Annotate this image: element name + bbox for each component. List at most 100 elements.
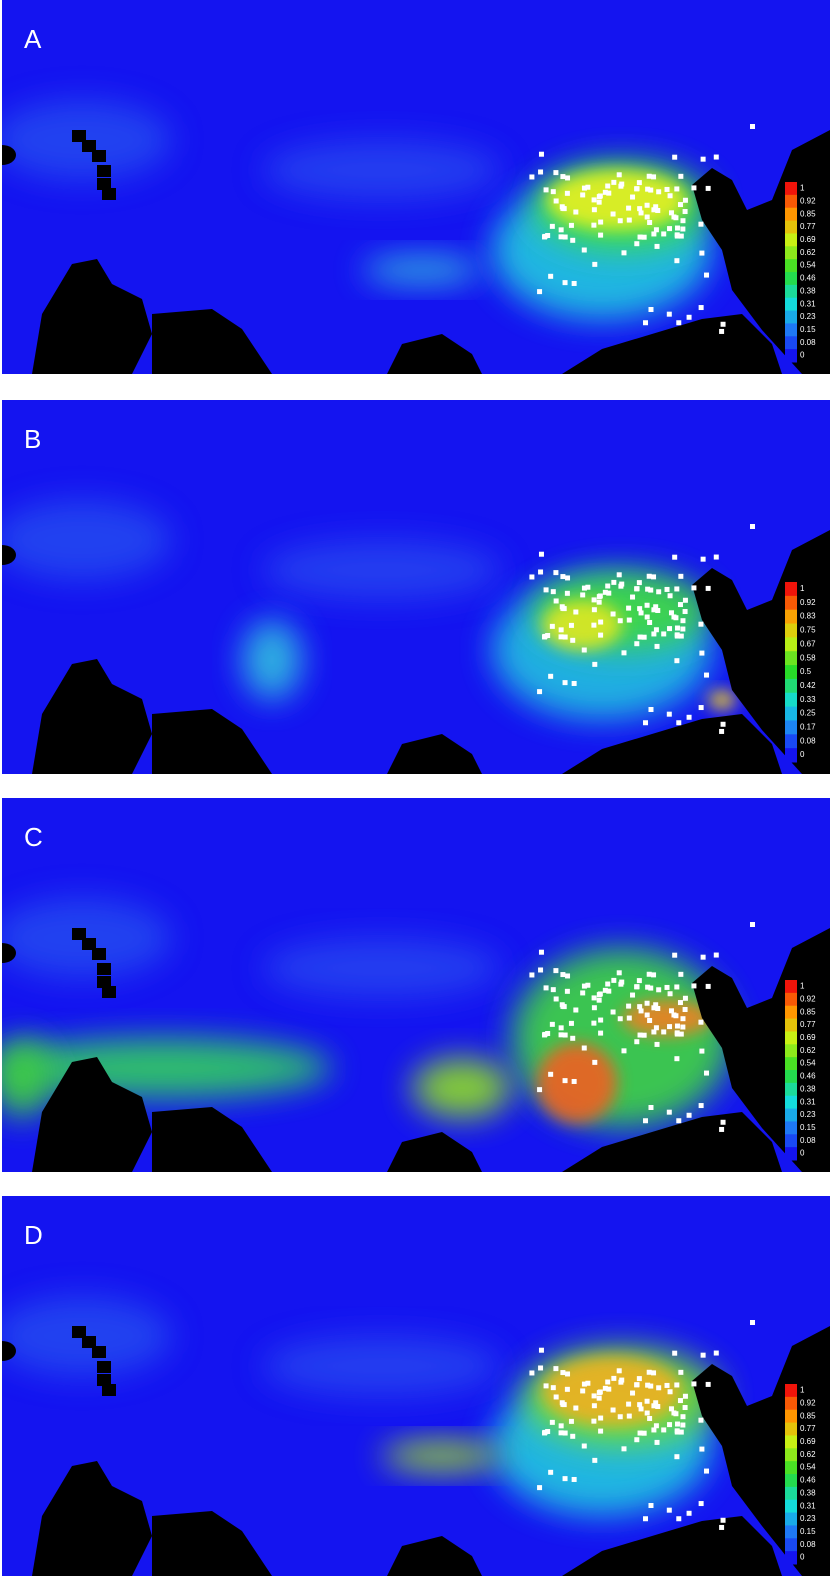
occurrence-point bbox=[637, 978, 642, 983]
occurrence-point bbox=[569, 623, 574, 628]
occurrence-point bbox=[698, 1020, 703, 1025]
legend-label: 0.08 bbox=[800, 338, 816, 347]
occurrence-point bbox=[674, 658, 679, 663]
occurrence-point bbox=[539, 552, 544, 557]
occurrence-point bbox=[656, 189, 661, 194]
occurrence-point bbox=[683, 209, 688, 214]
legend-label: 0.58 bbox=[800, 653, 816, 662]
occurrence-point bbox=[674, 586, 679, 591]
occurrence-point bbox=[537, 1485, 542, 1490]
occurrence-point bbox=[598, 1429, 603, 1434]
suitability-area bbox=[242, 620, 302, 700]
occurrence-point bbox=[537, 289, 542, 294]
occurrence-point bbox=[701, 157, 706, 162]
legend-label: 0.92 bbox=[800, 598, 816, 607]
occurrence-point bbox=[539, 950, 544, 955]
occurrence-point bbox=[618, 618, 623, 623]
occurrence-point bbox=[673, 615, 678, 620]
occurrence-point bbox=[559, 1025, 564, 1030]
map-body: C10.920.850.770.690.620.540.460.380.310.… bbox=[0, 798, 830, 1172]
occurrence-point bbox=[654, 227, 659, 232]
occurrence-point bbox=[655, 1440, 660, 1445]
occurrence-point bbox=[611, 212, 616, 217]
occurrence-point bbox=[638, 1431, 643, 1436]
legend-swatch bbox=[785, 1435, 797, 1448]
occurrence-point bbox=[704, 1469, 709, 1474]
occurrence-point bbox=[562, 1402, 567, 1407]
occurrence-point bbox=[573, 610, 578, 615]
occurrence-point bbox=[592, 207, 597, 212]
occurrence-point bbox=[550, 1420, 555, 1425]
occurrence-point bbox=[673, 1013, 678, 1018]
legend-swatch bbox=[785, 1538, 797, 1551]
occurrence-point bbox=[611, 580, 616, 585]
legend-swatch bbox=[785, 311, 797, 324]
occurrence-point bbox=[538, 569, 543, 574]
occurrence-point bbox=[675, 634, 680, 639]
occurrence-point bbox=[750, 922, 755, 927]
occurrence-point bbox=[674, 1382, 679, 1387]
occurrence-point bbox=[559, 634, 564, 639]
legend-label: 1 bbox=[800, 184, 805, 193]
occurrence-point bbox=[591, 1021, 596, 1026]
occurrence-point bbox=[680, 1025, 685, 1030]
occurrence-point bbox=[563, 1476, 568, 1481]
occurrence-point bbox=[562, 206, 567, 211]
occurrence-point bbox=[621, 250, 626, 255]
occurrence-point bbox=[645, 603, 650, 608]
occurrence-point bbox=[634, 641, 639, 646]
occurrence-point bbox=[675, 234, 680, 239]
occurrence-point bbox=[559, 627, 564, 632]
occurrence-point bbox=[563, 1078, 568, 1083]
legend-label: 0 bbox=[800, 1553, 805, 1562]
occurrence-point bbox=[656, 589, 661, 594]
occurrence-point bbox=[582, 186, 587, 191]
map-panel: B10.920.830.750.670.580.50.420.330.250.1… bbox=[0, 400, 830, 774]
legend-label: 0.08 bbox=[800, 1540, 816, 1549]
occurrence-point bbox=[562, 1004, 567, 1009]
occurrence-point bbox=[611, 180, 616, 185]
occurrence-point bbox=[635, 1382, 640, 1387]
legend-label: 0 bbox=[800, 351, 805, 360]
occurrence-point bbox=[582, 586, 587, 591]
occurrence-point bbox=[687, 315, 692, 320]
panel-label: B bbox=[24, 424, 41, 454]
legend-label: 0.38 bbox=[800, 1084, 816, 1093]
legend-swatch bbox=[785, 1448, 797, 1461]
occurrence-point bbox=[643, 720, 648, 725]
occurrence-point bbox=[645, 985, 650, 990]
legend-label: 0.85 bbox=[800, 209, 816, 218]
occurrence-point bbox=[645, 1001, 650, 1006]
occurrence-point bbox=[665, 985, 670, 990]
occurrence-point bbox=[598, 1031, 603, 1036]
legend-swatch bbox=[785, 246, 797, 259]
occurrence-point bbox=[678, 174, 683, 179]
occurrence-point bbox=[626, 606, 631, 611]
legend-swatch bbox=[785, 707, 797, 721]
occurrence-point bbox=[699, 305, 704, 310]
occurrence-point bbox=[565, 175, 570, 180]
occurrence-point bbox=[675, 1430, 680, 1435]
occurrence-point bbox=[714, 1351, 719, 1356]
occurrence-point bbox=[627, 218, 632, 223]
legend-swatch bbox=[785, 1384, 797, 1397]
occurrence-point bbox=[570, 638, 575, 643]
occurrence-point bbox=[672, 555, 677, 560]
legend-swatch bbox=[785, 298, 797, 311]
legend-swatch bbox=[785, 582, 797, 596]
occurrence-point bbox=[559, 227, 564, 232]
legend-swatch bbox=[785, 1487, 797, 1500]
haze bbox=[262, 938, 502, 998]
occurrence-point bbox=[529, 1370, 534, 1375]
occurrence-point bbox=[647, 174, 652, 179]
legend-label: 0.62 bbox=[800, 248, 816, 257]
occurrence-point bbox=[605, 1380, 610, 1385]
suitability-area bbox=[542, 1356, 682, 1426]
occurrence-point bbox=[714, 155, 719, 160]
occurrence-point bbox=[597, 194, 602, 199]
occurrence-point bbox=[626, 206, 631, 211]
legend-label: 0.46 bbox=[800, 1072, 816, 1081]
legend-label: 0.75 bbox=[800, 626, 816, 635]
legend-label: 1 bbox=[800, 1386, 805, 1395]
occurrence-point bbox=[553, 570, 558, 575]
